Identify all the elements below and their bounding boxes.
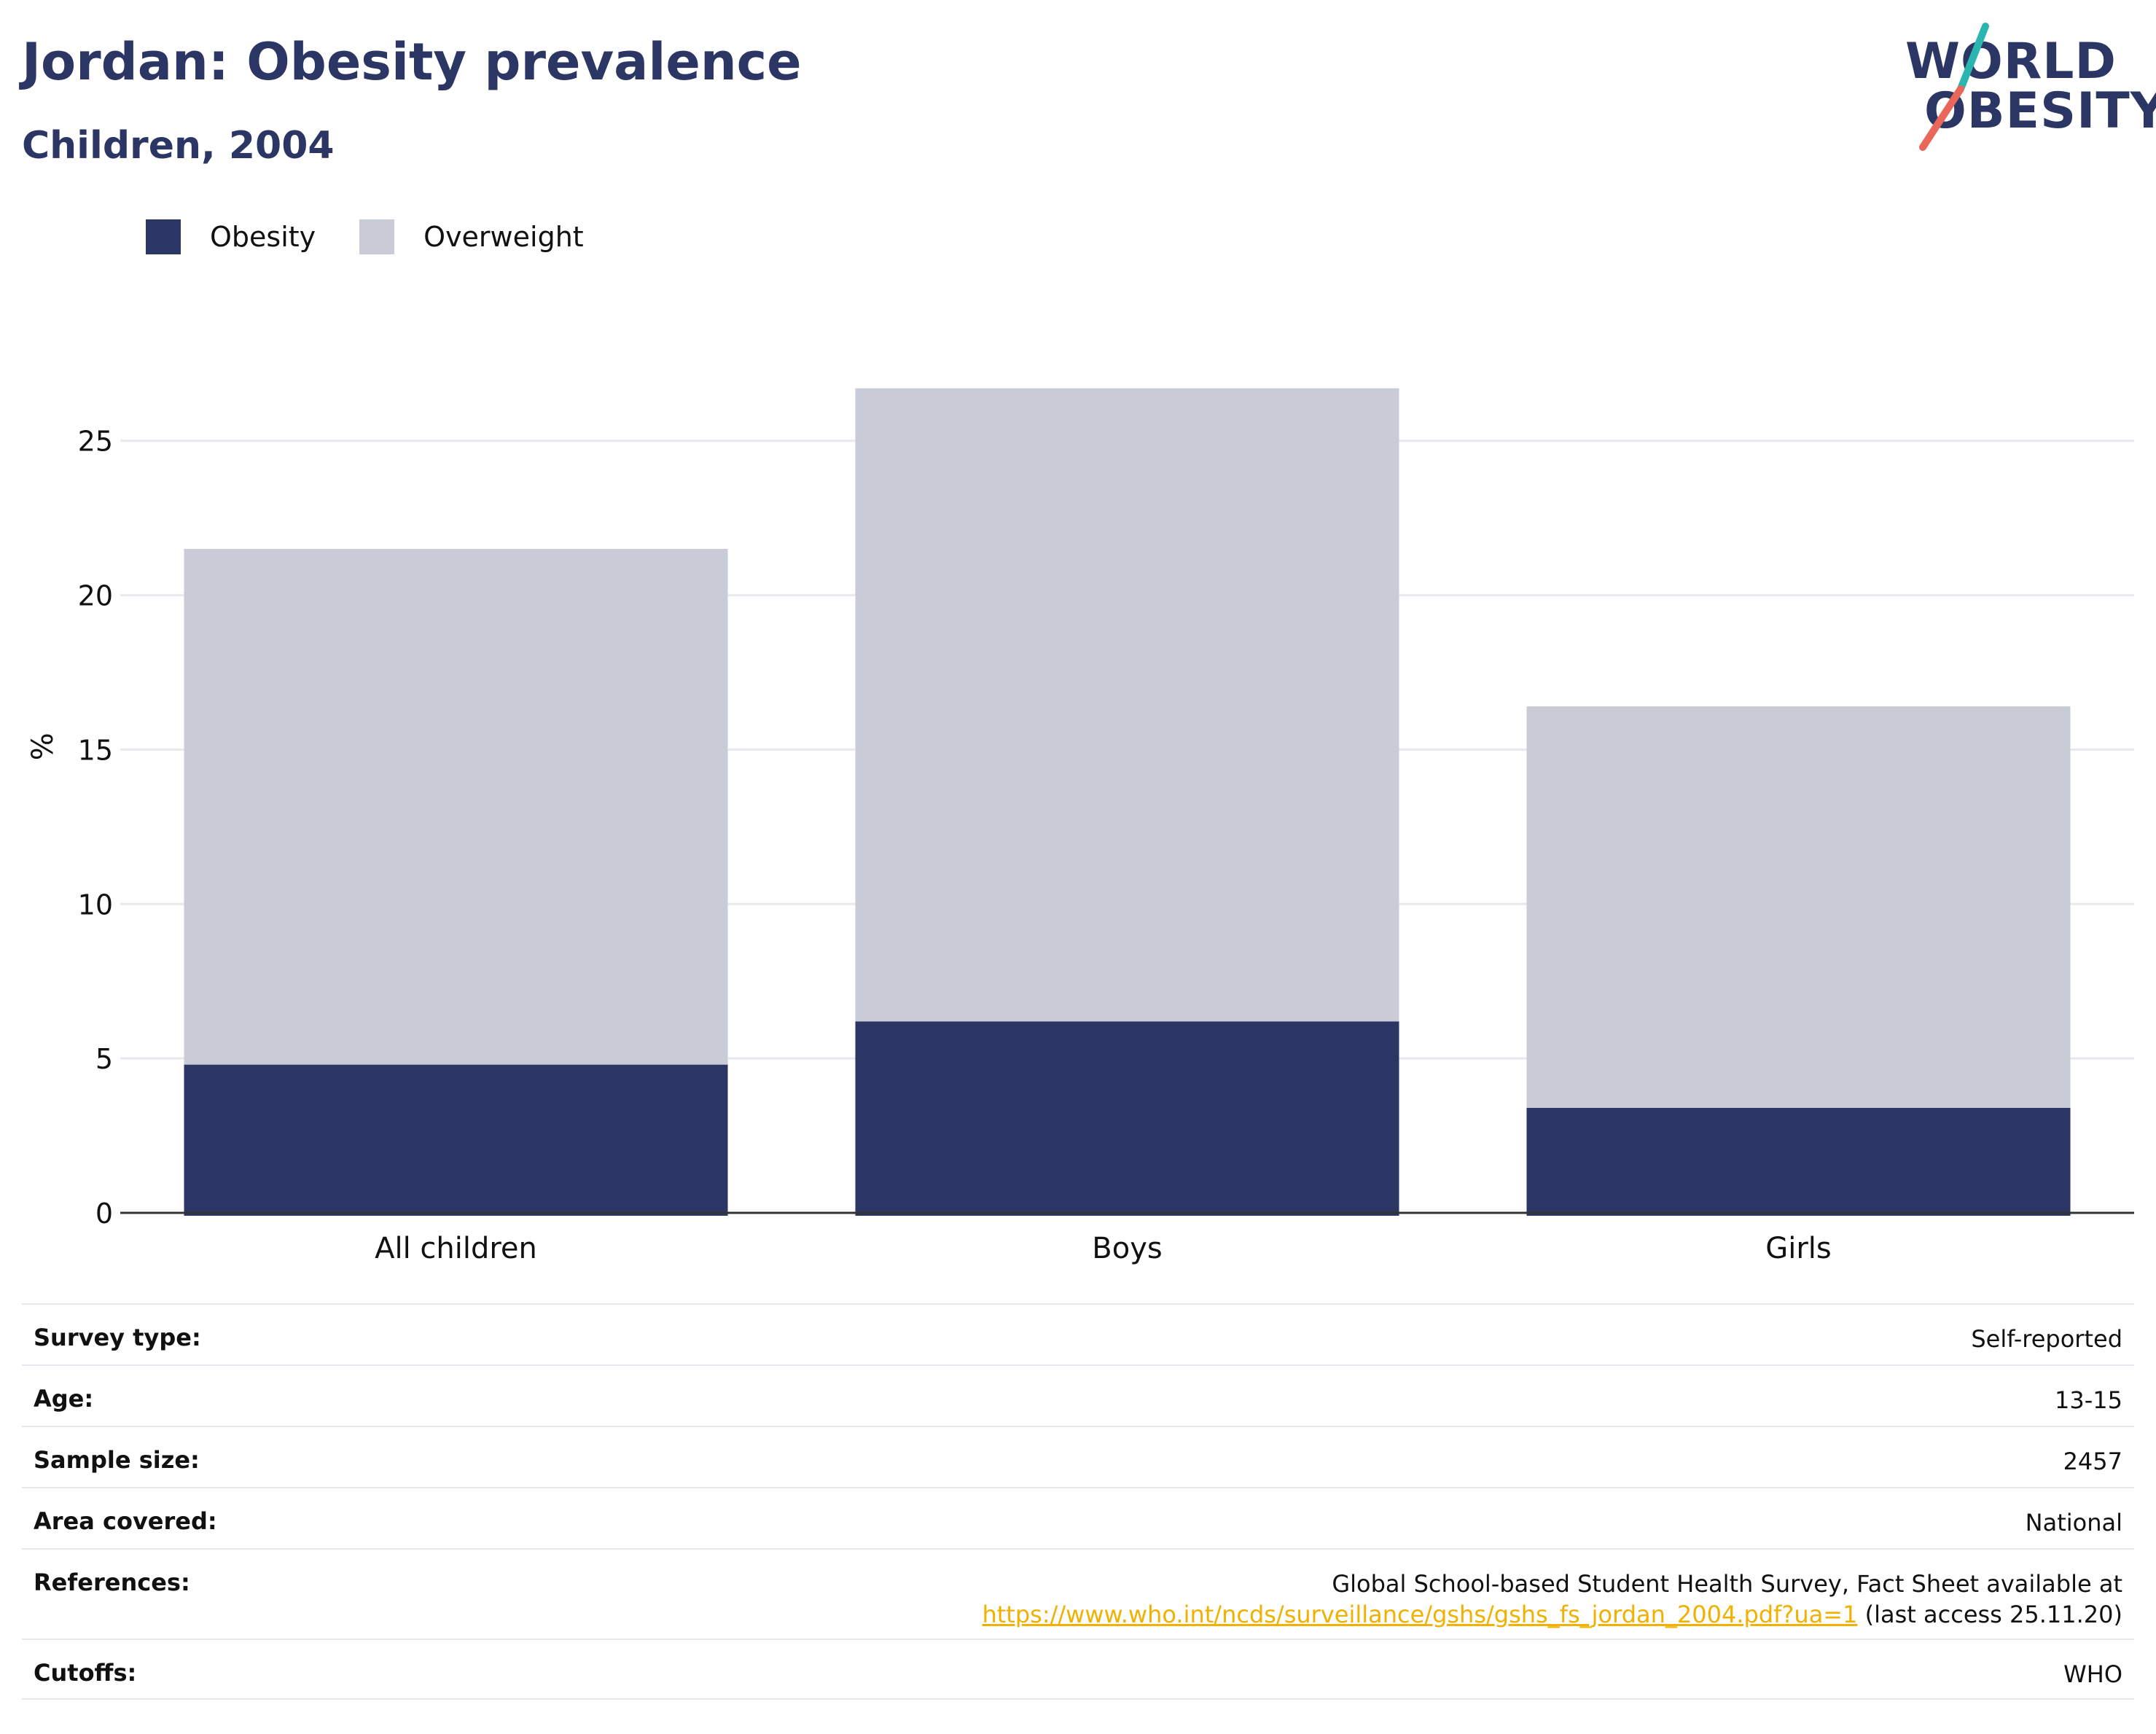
info-row-cutoffs: Cutoffs: WHO [22, 1639, 2134, 1700]
chart-legend: Obesity Overweight [146, 219, 628, 255]
info-value: WHO [2063, 1660, 2122, 1688]
info-value: Self-reported [1971, 1325, 2122, 1353]
x-tick-label: All children [375, 1232, 537, 1265]
logo-line-1: WORLD [1905, 33, 2117, 90]
info-key: Cutoffs: [34, 1659, 137, 1687]
info-key: Area covered: [34, 1507, 217, 1535]
legend-label-overweight: Overweight [423, 221, 584, 253]
bar-obesity-boys [855, 1021, 1399, 1216]
info-row-survey-type: Survey type: Self-reported [22, 1303, 2134, 1364]
info-value: 13-15 [2055, 1386, 2122, 1414]
legend-swatch-overweight [359, 219, 395, 254]
page-subtitle: Children, 2004 [22, 124, 335, 168]
y-tick-label: 10 [78, 889, 113, 921]
reference-text: Global School-based Student Health Surve… [1332, 1570, 2122, 1598]
bar-overweight-boys [855, 388, 1399, 1022]
world-obesity-logo: WORLD OBESITY [1902, 22, 2156, 153]
x-tick-label: Girls [1765, 1232, 1832, 1265]
info-key: Sample size: [34, 1446, 200, 1474]
y-tick-label: 0 [95, 1198, 113, 1230]
legend-item-obesity[interactable]: Obesity [146, 219, 316, 254]
legend-swatch-obesity [146, 219, 181, 254]
survey-info-table: Survey type: Self-reported Age: 13-15 Sa… [22, 1303, 2134, 1700]
y-tick-label: 5 [95, 1043, 113, 1075]
y-tick-label: 20 [78, 580, 113, 612]
bar-overweight-all-children [184, 549, 728, 1065]
bar-overweight-girls [1526, 706, 2071, 1108]
logo-line-2: OBESITY [1924, 82, 2156, 140]
info-row-sample-size: Sample size: 2457 [22, 1426, 2134, 1487]
page-title: Jordan: Obesity prevalence [22, 32, 802, 92]
info-key: References: [34, 1569, 190, 1596]
info-value: Global School-based Student Health Surve… [982, 1550, 2122, 1639]
logo-slash-icon [1919, 23, 1989, 151]
y-tick-label: 25 [78, 426, 113, 458]
reference-link[interactable]: https://www.who.int/ncds/surveillance/gs… [982, 1601, 1858, 1628]
info-value: 2457 [2063, 1448, 2122, 1475]
info-value: National [2025, 1509, 2122, 1536]
x-tick-label: Boys [1092, 1232, 1162, 1265]
info-row-area-covered: Area covered: National [22, 1487, 2134, 1548]
info-row-age: Age: 13-15 [22, 1364, 2134, 1426]
info-key: Age: [34, 1385, 94, 1413]
info-key: Survey type: [34, 1324, 201, 1351]
reference-access-note: (last access 25.11.20) [1857, 1601, 2122, 1628]
bar-obesity-girls [1526, 1107, 2071, 1216]
legend-item-overweight[interactable]: Overweight [359, 219, 584, 254]
legend-label-obesity: Obesity [210, 221, 316, 253]
bar-obesity-all-children [184, 1064, 728, 1216]
y-tick-label: 15 [78, 734, 113, 766]
y-axis-label: % [26, 733, 60, 760]
info-row-references: References: Global School-based Student … [22, 1548, 2134, 1639]
stacked-bar-chart: 0 5 10 15 20 25% All children Boys Girls [26, 388, 2134, 1265]
